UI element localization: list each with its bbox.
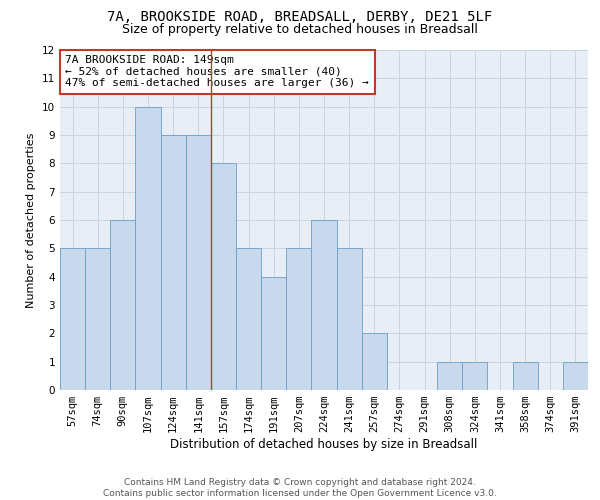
Bar bbox=[337, 248, 362, 390]
Bar bbox=[286, 248, 311, 390]
Bar bbox=[85, 248, 110, 390]
Bar bbox=[563, 362, 588, 390]
Bar bbox=[311, 220, 337, 390]
X-axis label: Distribution of detached houses by size in Breadsall: Distribution of detached houses by size … bbox=[170, 438, 478, 451]
Text: Contains HM Land Registry data © Crown copyright and database right 2024.
Contai: Contains HM Land Registry data © Crown c… bbox=[103, 478, 497, 498]
Bar bbox=[136, 106, 161, 390]
Bar bbox=[236, 248, 261, 390]
Bar bbox=[60, 248, 85, 390]
Text: 7A BROOKSIDE ROAD: 149sqm
← 52% of detached houses are smaller (40)
47% of semi-: 7A BROOKSIDE ROAD: 149sqm ← 52% of detac… bbox=[65, 55, 369, 88]
Y-axis label: Number of detached properties: Number of detached properties bbox=[26, 132, 37, 308]
Bar bbox=[362, 334, 387, 390]
Text: Size of property relative to detached houses in Breadsall: Size of property relative to detached ho… bbox=[122, 22, 478, 36]
Bar bbox=[437, 362, 462, 390]
Bar bbox=[161, 135, 186, 390]
Bar bbox=[186, 135, 211, 390]
Bar bbox=[512, 362, 538, 390]
Text: 7A, BROOKSIDE ROAD, BREADSALL, DERBY, DE21 5LF: 7A, BROOKSIDE ROAD, BREADSALL, DERBY, DE… bbox=[107, 10, 493, 24]
Bar bbox=[211, 164, 236, 390]
Bar bbox=[261, 276, 286, 390]
Bar bbox=[110, 220, 136, 390]
Bar bbox=[462, 362, 487, 390]
